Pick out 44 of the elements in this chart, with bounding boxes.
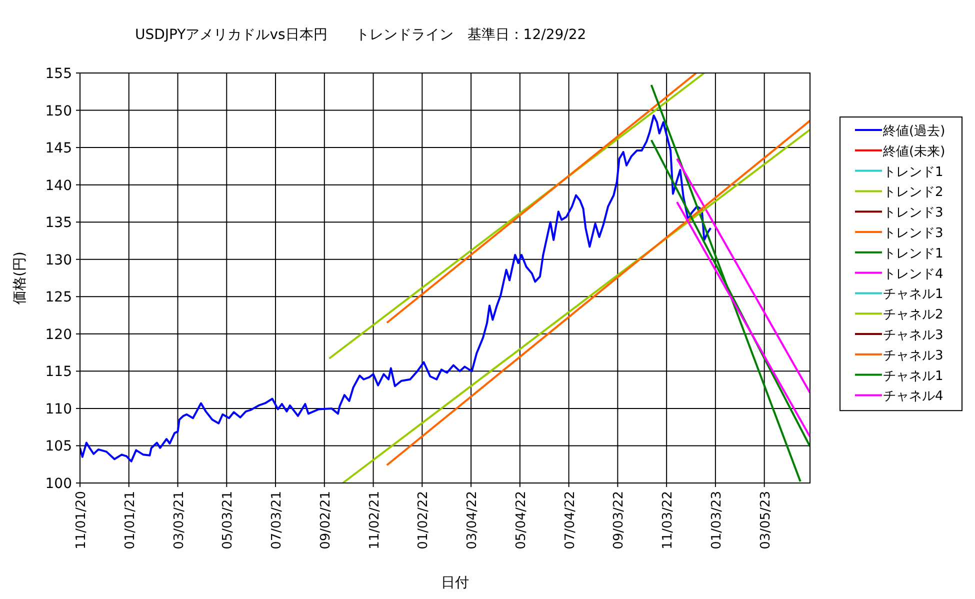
x-tick-label: 07/04/22 — [562, 491, 578, 550]
y-axis-title: 価格(円) — [12, 252, 28, 304]
y-tick-label: 155 — [45, 66, 72, 82]
legend-label: トレンド3 — [883, 226, 944, 241]
y-tick-label: 115 — [45, 364, 72, 380]
legend-label: チャネル2 — [883, 308, 944, 323]
y-tick-label: 130 — [45, 252, 72, 268]
y-tick-label: 100 — [45, 476, 72, 492]
legend-label: トレンド1 — [883, 246, 944, 262]
x-tick-label: 01/02/22 — [416, 491, 432, 550]
x-tick-label: 03/04/22 — [465, 491, 480, 550]
y-tick-label: 110 — [45, 401, 72, 418]
legend-label: トレンド4 — [883, 266, 944, 282]
legend-label: トレンド2 — [883, 185, 944, 200]
legend-label: トレンド1 — [883, 164, 944, 180]
legend-label: チャネル1 — [883, 287, 944, 302]
legend-label: 終値(過去) — [882, 124, 946, 139]
legend-label: 終値(未来) — [882, 144, 946, 160]
legend-label: チャネル3 — [883, 328, 944, 343]
y-tick-label: 135 — [45, 215, 72, 232]
x-tick-label: 01/01/21 — [122, 491, 138, 550]
legend-label: チャネル3 — [883, 348, 944, 364]
y-tick-label: 120 — [45, 326, 72, 343]
legend-label: トレンド3 — [883, 206, 944, 221]
y-tick-label: 105 — [45, 438, 72, 455]
legend-label: チャネル1 — [883, 368, 944, 384]
x-tick-label: 11/02/21 — [367, 491, 382, 550]
x-tick-label: 05/03/21 — [220, 491, 236, 550]
x-tick-label: 09/03/22 — [612, 491, 627, 550]
legend-label: チャネル4 — [883, 389, 944, 404]
y-tick-label: 150 — [45, 103, 72, 120]
x-tick-label: 11/03/22 — [660, 491, 676, 550]
x-tick-label: 03/03/21 — [172, 491, 187, 550]
x-tick-label: 03/05/23 — [758, 491, 774, 550]
chart-title: USDJPYアメリカドルvs日本円 トレンドライン 基準日：12/29/22 — [135, 27, 586, 43]
y-tick-label: 125 — [45, 290, 72, 306]
y-tick-label: 140 — [45, 178, 72, 194]
x-axis-title: 日付 — [441, 575, 469, 591]
x-tick-label: 11/01/20 — [74, 491, 89, 550]
x-tick-label: 09/02/21 — [318, 491, 334, 550]
y-tick-label: 145 — [45, 140, 72, 157]
x-tick-label: 07/03/21 — [270, 491, 285, 550]
x-tick-label: 05/04/22 — [514, 491, 529, 550]
x-tick-label: 01/03/23 — [709, 491, 724, 550]
